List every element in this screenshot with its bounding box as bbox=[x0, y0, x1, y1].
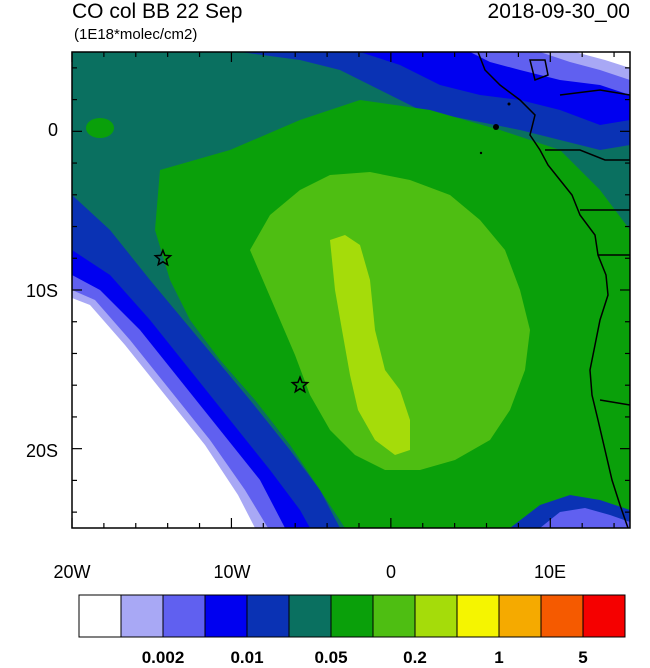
colorbar-swatch bbox=[498, 594, 542, 638]
units-label: (1E18*molec/cm2) bbox=[74, 26, 198, 43]
star-marker-north bbox=[153, 248, 173, 267]
lat-label-0: 0 bbox=[48, 120, 58, 140]
colorbar-label: 0.002 bbox=[141, 648, 185, 667]
colorbar-swatch bbox=[204, 594, 248, 638]
lon-label-10w: 10W bbox=[213, 562, 250, 582]
colorbar-swatch bbox=[456, 594, 500, 638]
lon-label-0: 0 bbox=[386, 562, 396, 582]
colorbar-swatch bbox=[162, 594, 206, 638]
colorbar-label: 0.05 bbox=[314, 648, 348, 667]
lat-label-20s: 20S bbox=[26, 441, 58, 461]
colorbar-swatch bbox=[372, 594, 416, 638]
island-dot-tiny bbox=[479, 151, 483, 155]
colorbar-label: 0.01 bbox=[230, 648, 264, 667]
colorbar-swatch bbox=[78, 594, 122, 638]
lat-label-10s: 10S bbox=[26, 281, 58, 301]
colorbar-label: 5 bbox=[578, 648, 588, 667]
colorbar-label: 1 bbox=[494, 648, 504, 667]
colorbar-label: 0.2 bbox=[403, 648, 427, 667]
island-dot-small bbox=[507, 102, 511, 106]
colorbar-swatch bbox=[330, 594, 374, 638]
co-column-field bbox=[72, 52, 630, 528]
colorbar bbox=[78, 594, 626, 638]
colorbar-swatch bbox=[540, 594, 584, 638]
colorbar-swatch bbox=[246, 594, 290, 638]
lon-label-10e: 10E bbox=[534, 562, 566, 582]
colorbar-swatch bbox=[288, 594, 332, 638]
lon-label-20w: 20W bbox=[53, 562, 90, 582]
star-marker-south bbox=[290, 375, 310, 394]
map-timestamp: 2018-09-30_00 bbox=[487, 0, 630, 23]
colorbar-swatch bbox=[120, 594, 164, 638]
coastline bbox=[477, 52, 630, 528]
map-title: CO col BB 22 Sep bbox=[72, 0, 243, 23]
colorbar-swatch bbox=[582, 594, 626, 638]
colorbar-swatch bbox=[414, 594, 458, 638]
island-dot bbox=[493, 124, 499, 130]
